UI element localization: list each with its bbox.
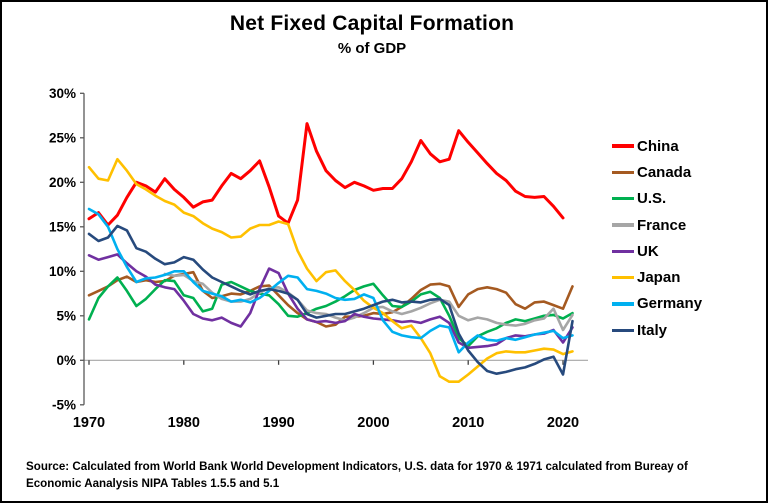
y-axis-label: 25% (49, 130, 76, 145)
y-axis-label: 0% (56, 353, 76, 368)
y-axis-label: 15% (49, 219, 76, 234)
x-axis-label: 1970 (73, 415, 105, 431)
legend-label: Italy (637, 321, 668, 339)
legend-label: Germany (637, 295, 703, 313)
series-line-japan (87, 157, 574, 384)
y-axis-label: 10% (49, 264, 76, 279)
legend-item-canada: Canada (612, 159, 702, 185)
legend-label: China (637, 137, 679, 155)
source-note: Source: Calculated from World Bank World… (26, 460, 688, 491)
legend-swatch (612, 302, 634, 306)
series-line-germany (87, 207, 574, 354)
x-axis-label: 1990 (262, 415, 294, 431)
legend-swatch (612, 144, 634, 148)
legend-swatch (612, 170, 634, 175)
legend-swatch (612, 197, 634, 201)
series-line-italy (87, 224, 574, 376)
y-axis-label: 30% (49, 86, 76, 101)
y-axis-label: 5% (56, 308, 76, 323)
legend-item-china: China (612, 133, 702, 159)
y-axis-label: -5% (52, 397, 76, 412)
legend-item-germany: Germany (612, 291, 702, 317)
chart-legend: China Canada U.S. France UK Japan Germany Italy (612, 133, 702, 343)
x-axis-label: 2020 (547, 415, 579, 431)
legend-swatch (612, 223, 634, 227)
x-axis-label: 2010 (452, 415, 484, 431)
legend-item-italy: Italy (612, 317, 702, 343)
legend-swatch (612, 249, 634, 254)
series-line-uk (87, 253, 574, 350)
legend-swatch (612, 275, 634, 280)
legend-label: U.S. (637, 190, 667, 208)
y-axis-label: 20% (49, 175, 76, 190)
legend-item-uk: UK (612, 238, 702, 264)
legend-item-france: France (612, 212, 702, 238)
x-axis-label: 2000 (357, 415, 389, 431)
chart-title: Net Fixed Capital Formation (229, 12, 515, 35)
series-line-canada (87, 270, 574, 328)
legend-label: Canada (637, 163, 692, 181)
legend-swatch (612, 328, 634, 332)
legend-item-japan: Japan (612, 264, 702, 290)
series-line-us (87, 276, 574, 348)
series-line-china (87, 122, 565, 227)
x-axis-label: 1980 (168, 415, 200, 431)
legend-item-us: U.S. (612, 186, 702, 212)
legend-label: Japan (637, 269, 681, 287)
legend-label: France (637, 216, 687, 234)
chart-subtitle: % of GDP (337, 40, 407, 57)
legend-label: UK (637, 242, 659, 260)
